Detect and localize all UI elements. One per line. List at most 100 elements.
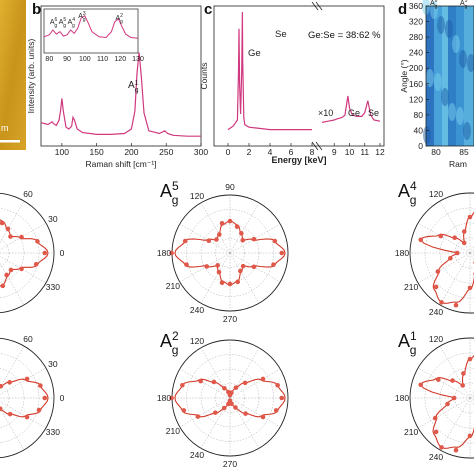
panel-d-frame bbox=[425, 5, 474, 147]
polar-grid-spoke bbox=[229, 368, 281, 399]
polar-data-point bbox=[467, 433, 473, 439]
polar-data-point bbox=[4, 272, 9, 278]
polar-angle-label: 240 bbox=[190, 305, 204, 315]
panel-d-heat-blob bbox=[426, 69, 434, 87]
polar-data-point bbox=[182, 238, 188, 244]
polar-data-point bbox=[260, 414, 266, 420]
polar-data-point bbox=[452, 235, 458, 241]
polar-angle-label: 180 bbox=[395, 393, 409, 403]
polar-data-point bbox=[239, 231, 244, 236]
panel-d-heat-blob bbox=[423, 126, 431, 144]
polar-data-point bbox=[216, 269, 222, 275]
polar-angle-label: 0 bbox=[60, 393, 65, 403]
polar-angle-label: 120 bbox=[429, 189, 443, 199]
panel-d-xticks: 80 85 bbox=[431, 147, 469, 157]
panel-b-xlabel: Raman shift [cm⁻¹] bbox=[85, 159, 156, 169]
panel-b-inset-line bbox=[43, 14, 139, 39]
polar-plot-a-g5: 90 120 180 210 240 270 A5 g bbox=[157, 179, 289, 324]
panel-c-xtick-label: 4 bbox=[268, 147, 273, 157]
polar-data-point bbox=[7, 380, 12, 385]
polar-data-point bbox=[215, 263, 220, 268]
polar-data-point bbox=[454, 250, 460, 256]
polar-data-point bbox=[448, 255, 453, 261]
polar-angle-label: 60 bbox=[23, 189, 33, 199]
polar-data-point bbox=[206, 238, 212, 244]
panel-c-xtick-label: 12 bbox=[375, 147, 385, 157]
panel-b: b 100 150 200 250 300 Intensity (arb. units)… bbox=[26, 1, 208, 169]
polar-angle-label: 240 bbox=[429, 452, 443, 462]
polar-data-point bbox=[8, 234, 13, 239]
panel-d-ytick-label: 160 bbox=[409, 79, 423, 89]
panel-b-inset-xtick-label: 110 bbox=[97, 56, 108, 63]
polar-angle-label: 240 bbox=[429, 307, 443, 317]
polar-grid-spoke bbox=[229, 397, 281, 428]
polar-data-point bbox=[221, 405, 227, 411]
polar-data-point bbox=[279, 250, 285, 256]
polar-outer-ring bbox=[0, 192, 55, 314]
polar-outer-ring bbox=[0, 337, 55, 459]
polar-grid-ring bbox=[215, 238, 245, 268]
panel-d-ytick-label: 80 bbox=[414, 110, 424, 120]
polar-data-point bbox=[438, 233, 443, 239]
panel-a-scale-text: m bbox=[1, 123, 9, 133]
polar-grid-spoke bbox=[0, 345, 25, 389]
polar-data-point bbox=[418, 237, 424, 243]
panel-c-xtick-label: 6 bbox=[289, 147, 294, 157]
panel-b-xtick-label: 250 bbox=[159, 147, 173, 157]
polar-data-point bbox=[184, 262, 189, 267]
panel-c-xtick-label: 0 bbox=[226, 147, 231, 157]
polar-grid-spoke bbox=[417, 397, 471, 429]
panel-b-xtick-label: 100 bbox=[55, 147, 69, 157]
panel-d-heat-blob bbox=[456, 107, 464, 125]
panel-d-ytick-label: 360 bbox=[409, 1, 423, 11]
polar-grid-spoke bbox=[469, 397, 474, 406]
polar-panel-label: A2 g bbox=[160, 329, 179, 357]
panel-c-xtick-label: 8 bbox=[310, 147, 315, 157]
polar-data-point bbox=[433, 284, 439, 290]
panel-d-heat-band bbox=[464, 6, 474, 146]
panel-d-xlabel: Ram bbox=[449, 159, 467, 169]
polar-data-point bbox=[198, 378, 204, 384]
polar-data-point bbox=[461, 229, 467, 234]
polar-grid-spoke bbox=[200, 202, 231, 254]
panel-d-heat-blob bbox=[434, 73, 442, 91]
panel-d-heat-blob bbox=[445, 20, 453, 38]
polar-data-point bbox=[439, 300, 444, 305]
polar-angle-label: 120 bbox=[190, 191, 204, 201]
panel-d-heat-blob bbox=[437, 16, 445, 34]
polar-data-point bbox=[211, 379, 217, 385]
panel-b-spectrum-line bbox=[40, 52, 201, 137]
polar-data-point bbox=[242, 380, 248, 386]
panel-d-heat-band bbox=[442, 6, 448, 146]
panel-label-d: d bbox=[398, 1, 407, 18]
polar-grid-spoke bbox=[179, 252, 231, 283]
panel-b-inset-peak-label: A3 g bbox=[78, 11, 86, 23]
polar-data-point bbox=[217, 232, 222, 237]
panel-b-inset-frame bbox=[43, 8, 139, 54]
polar-data-point bbox=[233, 405, 238, 410]
polar-data-point bbox=[226, 389, 231, 395]
panel-d-xtick-label: 85 bbox=[459, 147, 469, 157]
polar-data-point bbox=[35, 239, 40, 244]
polar-data-point bbox=[240, 237, 246, 243]
panel-d-heat-band bbox=[448, 6, 456, 146]
panel-c-peak-se-2: Se bbox=[368, 108, 379, 118]
panel-a-image: m bbox=[0, 0, 26, 150]
polar-data-point bbox=[33, 261, 39, 267]
panel-d-ytick-label: 120 bbox=[409, 94, 423, 104]
panel-d-yticks: 0 40 80 120 160 200 240 280 320 360 bbox=[409, 1, 429, 151]
panel-b-inset-peak-label: A5 g bbox=[59, 17, 67, 29]
panel-c-annotation: Ge:Se = 38:62 % bbox=[308, 30, 381, 41]
polar-angle-label: 240 bbox=[190, 450, 204, 460]
polar-angle-label: 30 bbox=[48, 359, 58, 369]
polar-data-point bbox=[260, 376, 266, 382]
panel-b-inset-xticks: 80 90 100 110 120 130 bbox=[45, 56, 144, 63]
panel-b-xtick-label: 300 bbox=[194, 147, 208, 157]
polar-data-point bbox=[233, 385, 239, 390]
panel-d-ytick-label: 280 bbox=[409, 32, 423, 42]
panel-c-xlabel: Energy [keV] bbox=[271, 155, 326, 165]
polar-data-point bbox=[219, 280, 225, 285]
polar-data-point bbox=[195, 414, 201, 419]
polar-data-point bbox=[38, 383, 43, 388]
polar-data-point bbox=[24, 414, 30, 420]
